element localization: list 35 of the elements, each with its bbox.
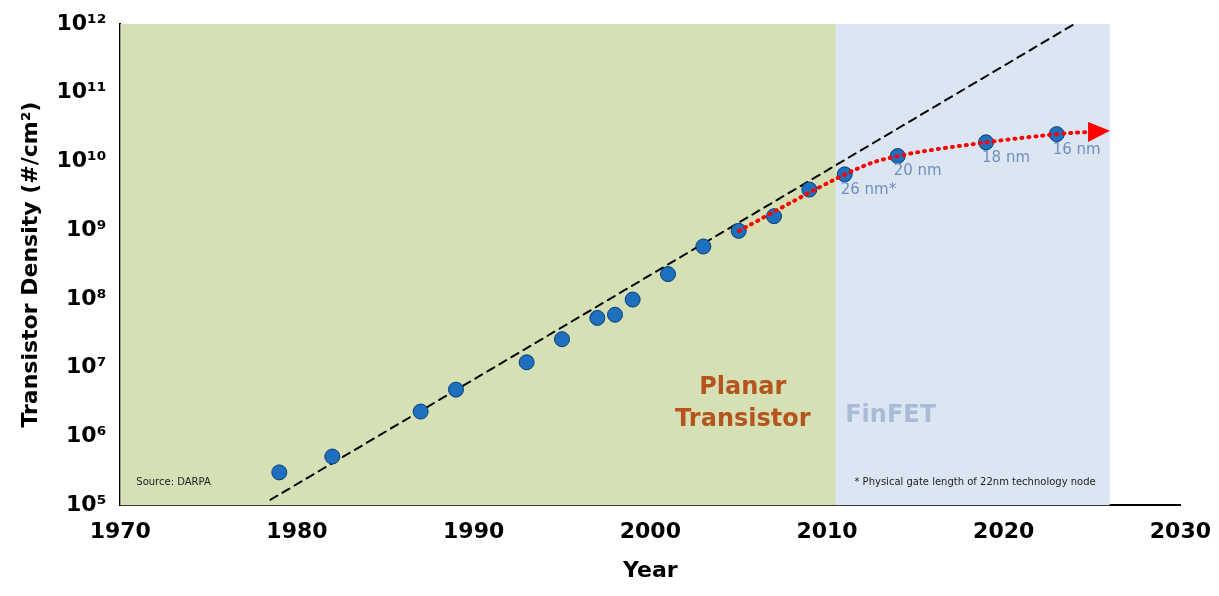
annotation: * Physical gate length of 22nm technology node — [854, 475, 1096, 487]
point — [624, 291, 641, 308]
annotation: 20 nm — [893, 161, 942, 180]
x-tick-label: 1990 — [443, 518, 505, 544]
point — [324, 448, 341, 465]
point — [412, 403, 429, 420]
annotation: Source: DARPA — [136, 475, 211, 487]
x-axis-title: Year — [622, 556, 678, 582]
point — [660, 266, 676, 283]
point — [447, 381, 464, 398]
y-tick-label: 10⁵ — [66, 490, 107, 516]
y-tick-label: 10⁹ — [66, 215, 107, 241]
annotation: 16 nm — [1052, 139, 1101, 158]
annotation: 18 nm — [982, 147, 1031, 166]
point — [607, 306, 623, 323]
x-tick-label: 1980 — [266, 518, 328, 544]
y-tick-label: 10¹¹ — [56, 78, 107, 104]
point — [589, 309, 606, 326]
y-tick-label: 10⁸ — [66, 284, 107, 310]
point — [271, 464, 288, 481]
y-tick-label: 10¹⁰ — [56, 147, 107, 173]
point — [518, 354, 535, 371]
y-tick-label: 10¹² — [56, 9, 107, 35]
point — [553, 331, 570, 348]
x-tick-label: 2000 — [619, 518, 681, 544]
y-tick-label: 10⁶ — [66, 422, 107, 448]
y-tick-label: 10⁷ — [66, 353, 107, 379]
band-label: Planar Transistor — [675, 371, 811, 432]
x-tick-label: 1970 — [89, 518, 151, 544]
x-tick-label: 2010 — [796, 518, 858, 544]
point — [695, 238, 712, 255]
x-tick-label: 2020 — [973, 518, 1035, 544]
x-tick-label: 2030 — [1149, 518, 1211, 544]
y-axis-title: Transistor Density (#/cm²) — [16, 101, 42, 428]
annotation: 26 nm* — [840, 179, 897, 198]
